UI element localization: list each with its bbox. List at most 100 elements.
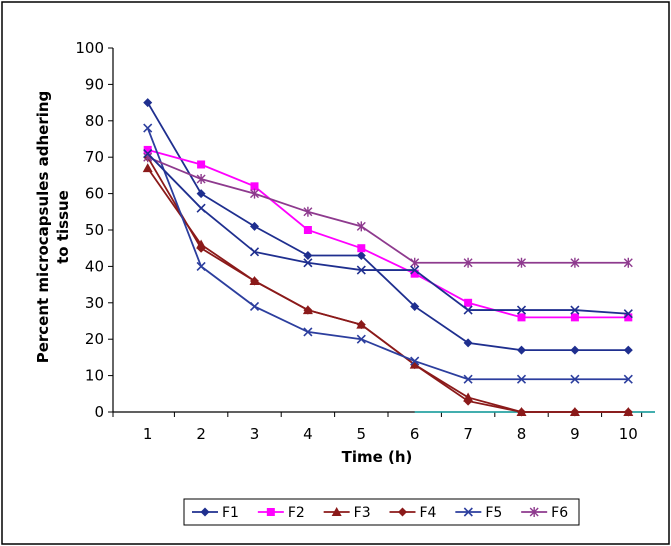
data-point-f2b (143, 148, 153, 159)
legend-label: F5 (485, 505, 502, 521)
data-point-f2 (250, 182, 259, 191)
x-tick-label: 10 (619, 425, 638, 443)
data-point-f1 (196, 189, 206, 199)
series-f2b (143, 148, 633, 319)
data-point-f6 (356, 221, 366, 232)
data-point-f2b (249, 247, 260, 257)
data-point-f2b (516, 305, 527, 315)
x-tick-label: 7 (463, 425, 473, 443)
data-point-f2 (517, 313, 526, 322)
y-tick-label: 90 (85, 75, 104, 93)
legend-label: F2 (288, 505, 305, 521)
x-tick-label: 6 (410, 425, 420, 443)
y-tick-label: 30 (85, 294, 104, 312)
data-point-f5 (303, 327, 313, 337)
legend-marker (331, 507, 342, 516)
legend-marker (200, 507, 210, 517)
legend-item-f4: F4 (389, 505, 437, 521)
data-point-f5 (623, 374, 633, 384)
y-tick-label: 10 (85, 367, 104, 385)
x-tick-label: 9 (570, 425, 580, 443)
x-tick-label: 8 (517, 425, 527, 443)
data-point-f4 (356, 320, 366, 330)
series-group (142, 98, 634, 417)
data-point-f2b (623, 309, 633, 319)
data-point-f5 (196, 261, 206, 271)
data-point-f6 (250, 188, 260, 199)
series-line-f4 (146, 156, 629, 413)
data-point-f2 (464, 298, 473, 307)
data-point-f3 (142, 163, 153, 173)
data-point-f6 (570, 257, 580, 268)
data-point-f6 (463, 257, 473, 268)
data-point-f2 (624, 313, 633, 322)
y-tick-label: 60 (85, 185, 104, 203)
data-point-f1 (623, 345, 633, 355)
data-point-f1 (463, 338, 473, 348)
legend-item-f2: F2 (257, 505, 305, 521)
data-point-f4 (517, 407, 527, 417)
legend-item-f5: F5 (455, 505, 502, 521)
y-tick-label: 20 (85, 330, 104, 348)
series-f2 (143, 145, 633, 322)
series-line-f2 (147, 149, 629, 319)
data-point-f1 (517, 345, 527, 355)
data-point-f4 (463, 396, 473, 406)
data-point-f2b (570, 305, 580, 315)
data-point-f5 (570, 374, 580, 384)
legend-label: F1 (222, 505, 239, 521)
x-tick-label: 1 (143, 425, 153, 443)
data-point-f1 (250, 221, 260, 231)
data-point-f6 (410, 257, 420, 268)
legend-label: F6 (551, 505, 568, 521)
series-line-f1 (146, 102, 629, 352)
data-point-f2b (463, 305, 473, 315)
y-axis-title-line-1: Percent microcapsules adhering (34, 91, 52, 364)
data-point-f5 (356, 334, 366, 344)
data-point-f5 (249, 301, 260, 312)
data-point-f2 (303, 226, 312, 234)
legend-marker (398, 507, 407, 517)
data-point-f5 (410, 356, 420, 366)
legend-label: F3 (354, 505, 371, 521)
data-point-f2 (570, 313, 579, 322)
data-point-f2b (410, 265, 420, 275)
series-f6 (143, 152, 633, 268)
data-point-f2b (196, 203, 206, 213)
y-axis-title: Percent microcapsules adhering to tissue (34, 91, 72, 364)
x-axis-title: Time (h) (342, 448, 413, 466)
y-tick-label: 0 (94, 403, 104, 421)
data-point-f4 (570, 407, 580, 417)
y-tick-label: 100 (75, 39, 104, 57)
data-point-f5 (516, 374, 527, 384)
data-point-f1 (143, 98, 153, 108)
data-point-f2b (303, 258, 313, 268)
data-point-f2 (357, 244, 366, 253)
legend: F1 F2 F3 F4 F5 F6 (183, 498, 580, 526)
data-point-f4 (303, 305, 313, 315)
data-point-f2 (410, 269, 419, 278)
series-line-f2b (147, 152, 629, 315)
data-point-f6 (517, 257, 526, 268)
series-f5 (143, 123, 633, 384)
data-point-f4 (196, 243, 206, 253)
x-tick-label: 4 (303, 425, 313, 443)
data-point-f5 (463, 374, 473, 384)
data-point-f1 (410, 301, 420, 311)
data-point-f1 (356, 250, 366, 260)
legend-marker (266, 508, 275, 516)
x-tick-label: 3 (250, 425, 260, 443)
data-point-f4 (623, 407, 633, 417)
data-point-f2 (143, 145, 152, 154)
y-tick-label: 40 (85, 257, 104, 275)
data-point-f4 (250, 276, 260, 286)
data-point-f1 (570, 345, 580, 355)
series-line-f6 (147, 156, 629, 264)
y-tick-label: 50 (85, 221, 104, 239)
data-point-f2 (197, 160, 206, 169)
legend-item-f1: F1 (192, 505, 239, 521)
legend-item-f3: F3 (323, 505, 371, 521)
y-tick-label: 80 (85, 112, 104, 130)
